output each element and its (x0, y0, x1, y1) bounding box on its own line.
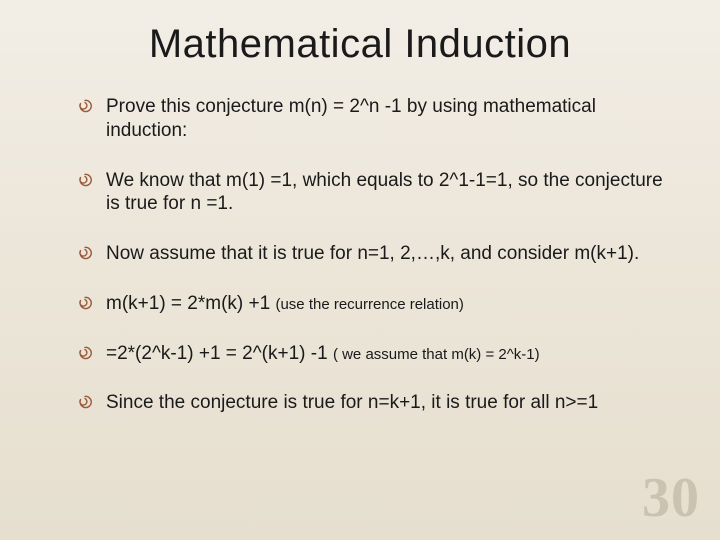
swirl-bullet-icon (78, 173, 92, 187)
bullet-list: Prove this conjecture m(n) = 2^n -1 by u… (48, 95, 672, 415)
list-item: =2*(2^k-1) +1 = 2^(k+1) -1 ( we assume t… (78, 342, 672, 366)
bullet-text: =2*(2^k-1) +1 = 2^(k+1) -1 (106, 343, 333, 364)
swirl-bullet-icon (78, 296, 92, 310)
list-item: We know that m(1) =1, which equals to 2^… (78, 169, 672, 217)
swirl-bullet-icon (78, 395, 92, 409)
list-item: Since the conjecture is true for n=k+1, … (78, 391, 672, 415)
slide-title: Mathematical Induction (48, 22, 672, 67)
list-item: Prove this conjecture m(n) = 2^n -1 by u… (78, 95, 672, 143)
list-item: Now assume that it is true for n=1, 2,…,… (78, 242, 672, 266)
bullet-text: Now assume that it is true for n=1, 2,…,… (106, 243, 639, 264)
bullet-paren: ( we assume that m(k) = 2^k-1) (333, 346, 540, 363)
slide-number: 30 (642, 466, 700, 530)
slide-container: Mathematical Induction Prove this conjec… (0, 0, 720, 540)
bullet-paren: (use the recurrence relation) (275, 296, 463, 313)
swirl-bullet-icon (78, 99, 92, 113)
bullet-text: Prove this conjecture m(n) = 2^n -1 by u… (106, 96, 596, 141)
swirl-bullet-icon (78, 246, 92, 260)
bullet-text: We know that m(1) =1, which equals to 2^… (106, 170, 663, 215)
swirl-bullet-icon (78, 346, 92, 360)
bullet-text: Since the conjecture is true for n=k+1, … (106, 392, 598, 413)
list-item: m(k+1) = 2*m(k) +1 (use the recurrence r… (78, 292, 672, 316)
bullet-text: m(k+1) = 2*m(k) +1 (106, 293, 275, 314)
